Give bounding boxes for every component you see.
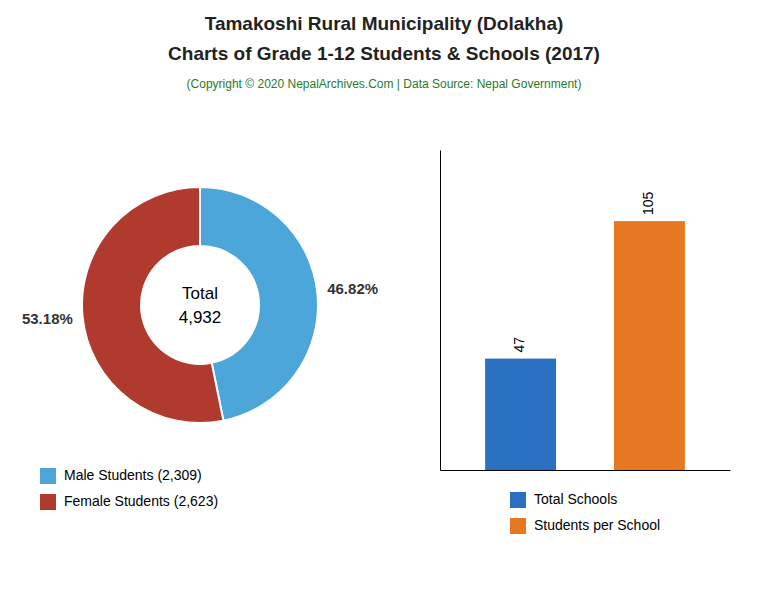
bars xyxy=(485,221,685,470)
annotation: (Copyright © 2020 NepalArchives.Com | Da… xyxy=(187,77,582,91)
legend-label: Female Students (2,623) xyxy=(64,493,218,509)
bar xyxy=(485,359,556,470)
title: Tamakoshi Rural Municipality (Dolakha) xyxy=(205,13,564,34)
center-text: 4,932 xyxy=(179,308,222,327)
pie-slice xyxy=(82,187,223,423)
legend-swatch xyxy=(510,518,526,534)
data-label: 53.18% xyxy=(22,310,73,327)
data-label: 105 xyxy=(640,192,656,216)
legend-item: Total Schools xyxy=(510,491,617,508)
chart-root: Tamakoshi Rural Municipality (Dolakha) Ch… xyxy=(0,0,768,597)
legend-swatch xyxy=(40,468,56,484)
subtitle: Charts of Grade 1-12 Students & Schools … xyxy=(168,43,600,64)
y-axis xyxy=(440,151,441,471)
legend-item: Female Students (2,623) xyxy=(40,493,218,510)
legend-item: Students per School xyxy=(510,517,660,534)
legend-item: Male Students (2,309) xyxy=(40,467,202,484)
y-axis-line xyxy=(440,151,441,471)
x-axis xyxy=(441,470,731,471)
data-label: 47 xyxy=(511,337,527,353)
pie-chart: 46.82% 53.18% Total 4,932 xyxy=(22,187,378,423)
legend-label: Male Students (2,309) xyxy=(64,467,202,483)
legend-label: Students per School xyxy=(534,517,660,533)
x-axis-line xyxy=(441,470,731,471)
data-label: 46.82% xyxy=(327,280,378,297)
legend-swatch xyxy=(510,492,526,508)
pie-slice xyxy=(200,187,318,421)
legend-swatch xyxy=(40,494,56,510)
legend: Total Schools Students per School xyxy=(510,491,660,534)
bar xyxy=(614,221,685,470)
legend: Male Students (2,309) Female Students (2,… xyxy=(40,467,218,510)
center-text: Total xyxy=(182,284,218,303)
legend-label: Total Schools xyxy=(534,491,617,507)
